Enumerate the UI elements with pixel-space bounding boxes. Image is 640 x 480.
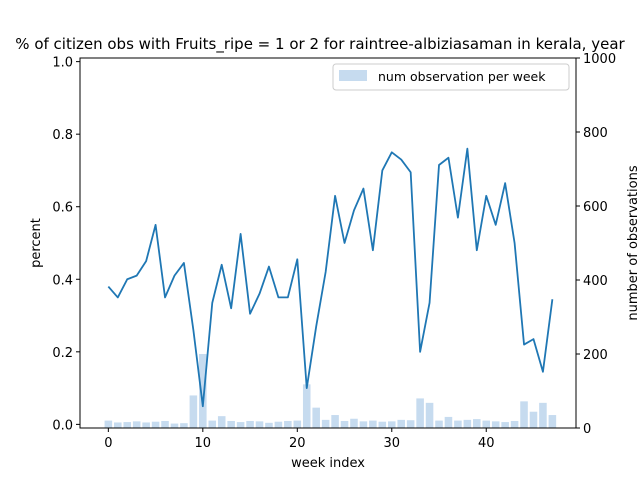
bar [180, 423, 188, 428]
y2-tick-label: 800 [583, 126, 608, 141]
legend: num observation per week [332, 63, 570, 91]
bar [406, 420, 415, 428]
x-axis: 0 10 20 30 40 [104, 428, 495, 451]
bar [132, 421, 141, 428]
bar-series [104, 354, 557, 428]
y-tick-label: 1.0 [52, 56, 73, 71]
bar [454, 420, 462, 428]
bar [151, 421, 160, 428]
bar [359, 421, 368, 428]
bar [482, 420, 491, 428]
x-tick-label: 30 [383, 436, 400, 451]
y-tick-label: 0.0 [52, 418, 73, 433]
bar [189, 395, 198, 428]
bar [227, 420, 235, 428]
bar [104, 420, 113, 428]
bar [293, 420, 302, 428]
y-axis-right: 0 200 400 600 800 1000 [576, 52, 616, 437]
y-tick-label: 0.2 [52, 346, 73, 361]
bar [123, 422, 132, 428]
x-tick-label: 20 [289, 436, 306, 451]
bar [435, 420, 443, 428]
bar [378, 421, 387, 428]
chart-title: % of citizen obs with Fruits_ripe = 1 or… [15, 35, 625, 54]
x-tick-label: 0 [104, 436, 112, 451]
bar [161, 420, 169, 428]
y-tick-label: 0.4 [52, 273, 73, 288]
bar [142, 422, 150, 428]
y2-tick-label: 0 [583, 422, 591, 437]
y-axis-label: percent [29, 218, 44, 268]
x-axis-label: week index [291, 456, 365, 471]
bar [217, 416, 226, 428]
bar [321, 419, 330, 428]
legend-box [332, 63, 570, 91]
y2-tick-label: 400 [583, 274, 608, 289]
bar [425, 402, 434, 428]
x-tick-label: 10 [195, 436, 212, 451]
y-axis-left: 0.0 0.2 0.4 0.6 0.8 1.0 [52, 56, 80, 433]
bar [350, 418, 358, 428]
y-tick-label: 0.6 [52, 201, 73, 216]
bar [302, 384, 311, 428]
bar [369, 420, 377, 428]
bar [236, 422, 245, 428]
bar [529, 411, 538, 428]
y2-tick-label: 1000 [583, 52, 616, 67]
bar [246, 420, 254, 428]
bar [491, 421, 500, 428]
plot-frame [79, 57, 577, 429]
y-tick-label: 0.8 [52, 128, 73, 143]
bar [312, 407, 320, 428]
bar [114, 422, 122, 428]
legend-label: num observation per week [378, 69, 546, 84]
bar [199, 354, 207, 428]
percent-line [107, 147, 554, 408]
y2-tick-label: 600 [583, 200, 608, 215]
bar [397, 419, 405, 428]
bar [170, 423, 179, 428]
bar [473, 419, 481, 428]
bar [520, 401, 528, 428]
bar [463, 419, 472, 428]
bar [501, 422, 509, 428]
bar [548, 415, 557, 428]
bar [444, 416, 453, 428]
bar [539, 402, 547, 428]
bar [510, 420, 519, 428]
x-tick-label: 40 [478, 436, 495, 451]
bar [284, 420, 292, 428]
y2-tick-label: 200 [583, 348, 608, 363]
bar [265, 422, 273, 428]
bar [416, 398, 424, 428]
bar [274, 421, 283, 428]
bar [255, 421, 264, 428]
y2-axis-label: number of observations [626, 165, 640, 320]
bar [208, 420, 217, 428]
bar [340, 420, 349, 428]
legend-swatch [339, 70, 367, 81]
bar [387, 421, 396, 428]
bar [331, 415, 339, 428]
